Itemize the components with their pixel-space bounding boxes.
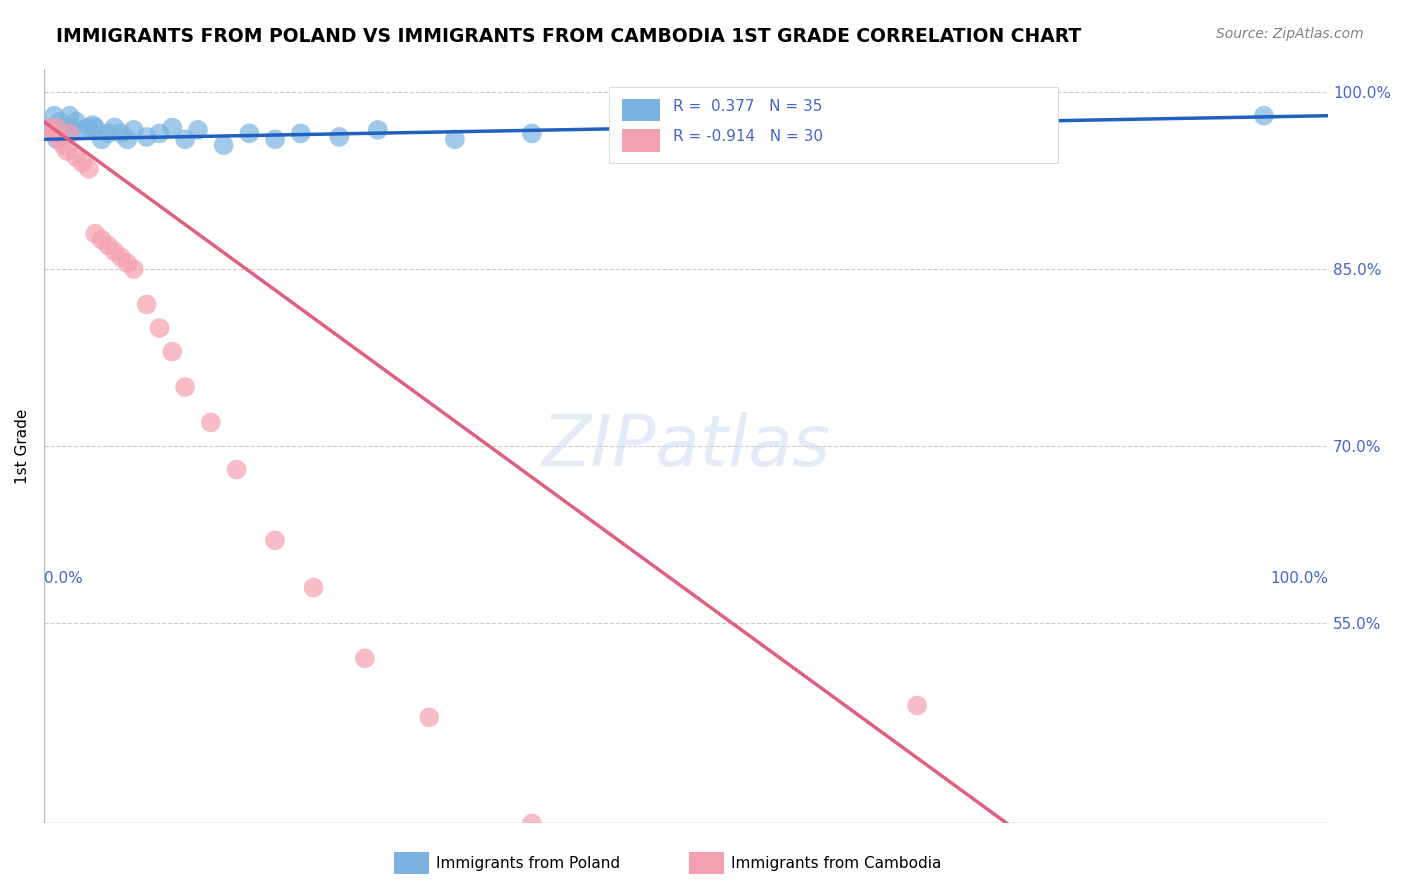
Point xyxy=(200,416,222,430)
Point xyxy=(97,238,120,252)
Point xyxy=(174,132,197,146)
FancyBboxPatch shape xyxy=(621,99,661,121)
Point xyxy=(354,651,377,665)
Point xyxy=(122,123,145,137)
Point xyxy=(148,127,170,141)
Point xyxy=(290,127,312,141)
Point xyxy=(264,533,287,548)
Point xyxy=(117,132,139,146)
Point xyxy=(60,120,83,135)
Text: IMMIGRANTS FROM POLAND VS IMMIGRANTS FROM CAMBODIA 1ST GRADE CORRELATION CHART: IMMIGRANTS FROM POLAND VS IMMIGRANTS FRO… xyxy=(56,27,1081,45)
Point xyxy=(48,114,70,128)
Y-axis label: 1st Grade: 1st Grade xyxy=(15,409,30,483)
Text: Immigrants from Poland: Immigrants from Poland xyxy=(436,856,620,871)
Point xyxy=(65,114,87,128)
Point xyxy=(90,132,112,146)
Point xyxy=(187,123,209,137)
Point xyxy=(675,120,697,135)
Text: 0.0%: 0.0% xyxy=(44,571,83,585)
Point xyxy=(520,816,543,830)
Point xyxy=(162,344,184,359)
Point xyxy=(56,144,79,158)
Point xyxy=(174,380,197,394)
Point xyxy=(1253,109,1275,123)
Point xyxy=(264,132,287,146)
Point xyxy=(45,132,67,146)
Point xyxy=(905,698,928,713)
Point xyxy=(39,120,62,135)
Point xyxy=(82,118,104,132)
Point xyxy=(162,120,184,135)
Text: ZIPatlas: ZIPatlas xyxy=(541,411,831,481)
Point xyxy=(58,109,80,123)
Point xyxy=(418,710,440,724)
Point xyxy=(39,120,62,135)
Point xyxy=(103,120,125,135)
Point xyxy=(52,138,75,153)
Point xyxy=(212,138,235,153)
Point xyxy=(77,161,100,176)
Text: R = -0.914   N = 30: R = -0.914 N = 30 xyxy=(673,129,823,144)
FancyBboxPatch shape xyxy=(609,87,1059,163)
Point xyxy=(444,132,467,146)
Point xyxy=(97,127,120,141)
Point xyxy=(52,120,75,135)
Point xyxy=(44,127,66,141)
Point xyxy=(44,109,66,123)
Point xyxy=(65,150,87,164)
Point xyxy=(110,250,132,264)
Point xyxy=(45,120,67,135)
Point xyxy=(56,127,79,141)
Point xyxy=(135,297,157,311)
Text: Source: ZipAtlas.com: Source: ZipAtlas.com xyxy=(1216,27,1364,41)
Point xyxy=(103,244,125,259)
Point xyxy=(77,120,100,135)
Text: 100.0%: 100.0% xyxy=(1270,571,1329,585)
Point xyxy=(302,581,325,595)
Point xyxy=(48,132,70,146)
Point xyxy=(72,123,94,137)
Point xyxy=(367,123,389,137)
Point xyxy=(225,462,247,476)
Point xyxy=(520,127,543,141)
Point xyxy=(110,127,132,141)
Point xyxy=(122,262,145,277)
Point xyxy=(84,227,107,241)
Point xyxy=(238,127,260,141)
FancyBboxPatch shape xyxy=(621,129,661,152)
Point xyxy=(328,130,350,145)
Text: Immigrants from Cambodia: Immigrants from Cambodia xyxy=(731,856,942,871)
Point xyxy=(868,114,890,128)
Point xyxy=(90,233,112,247)
Text: R =  0.377   N = 35: R = 0.377 N = 35 xyxy=(673,99,823,114)
Point xyxy=(58,127,80,141)
Point xyxy=(117,256,139,270)
Point xyxy=(84,120,107,135)
Point xyxy=(72,156,94,170)
Point xyxy=(148,321,170,335)
Point xyxy=(135,130,157,145)
